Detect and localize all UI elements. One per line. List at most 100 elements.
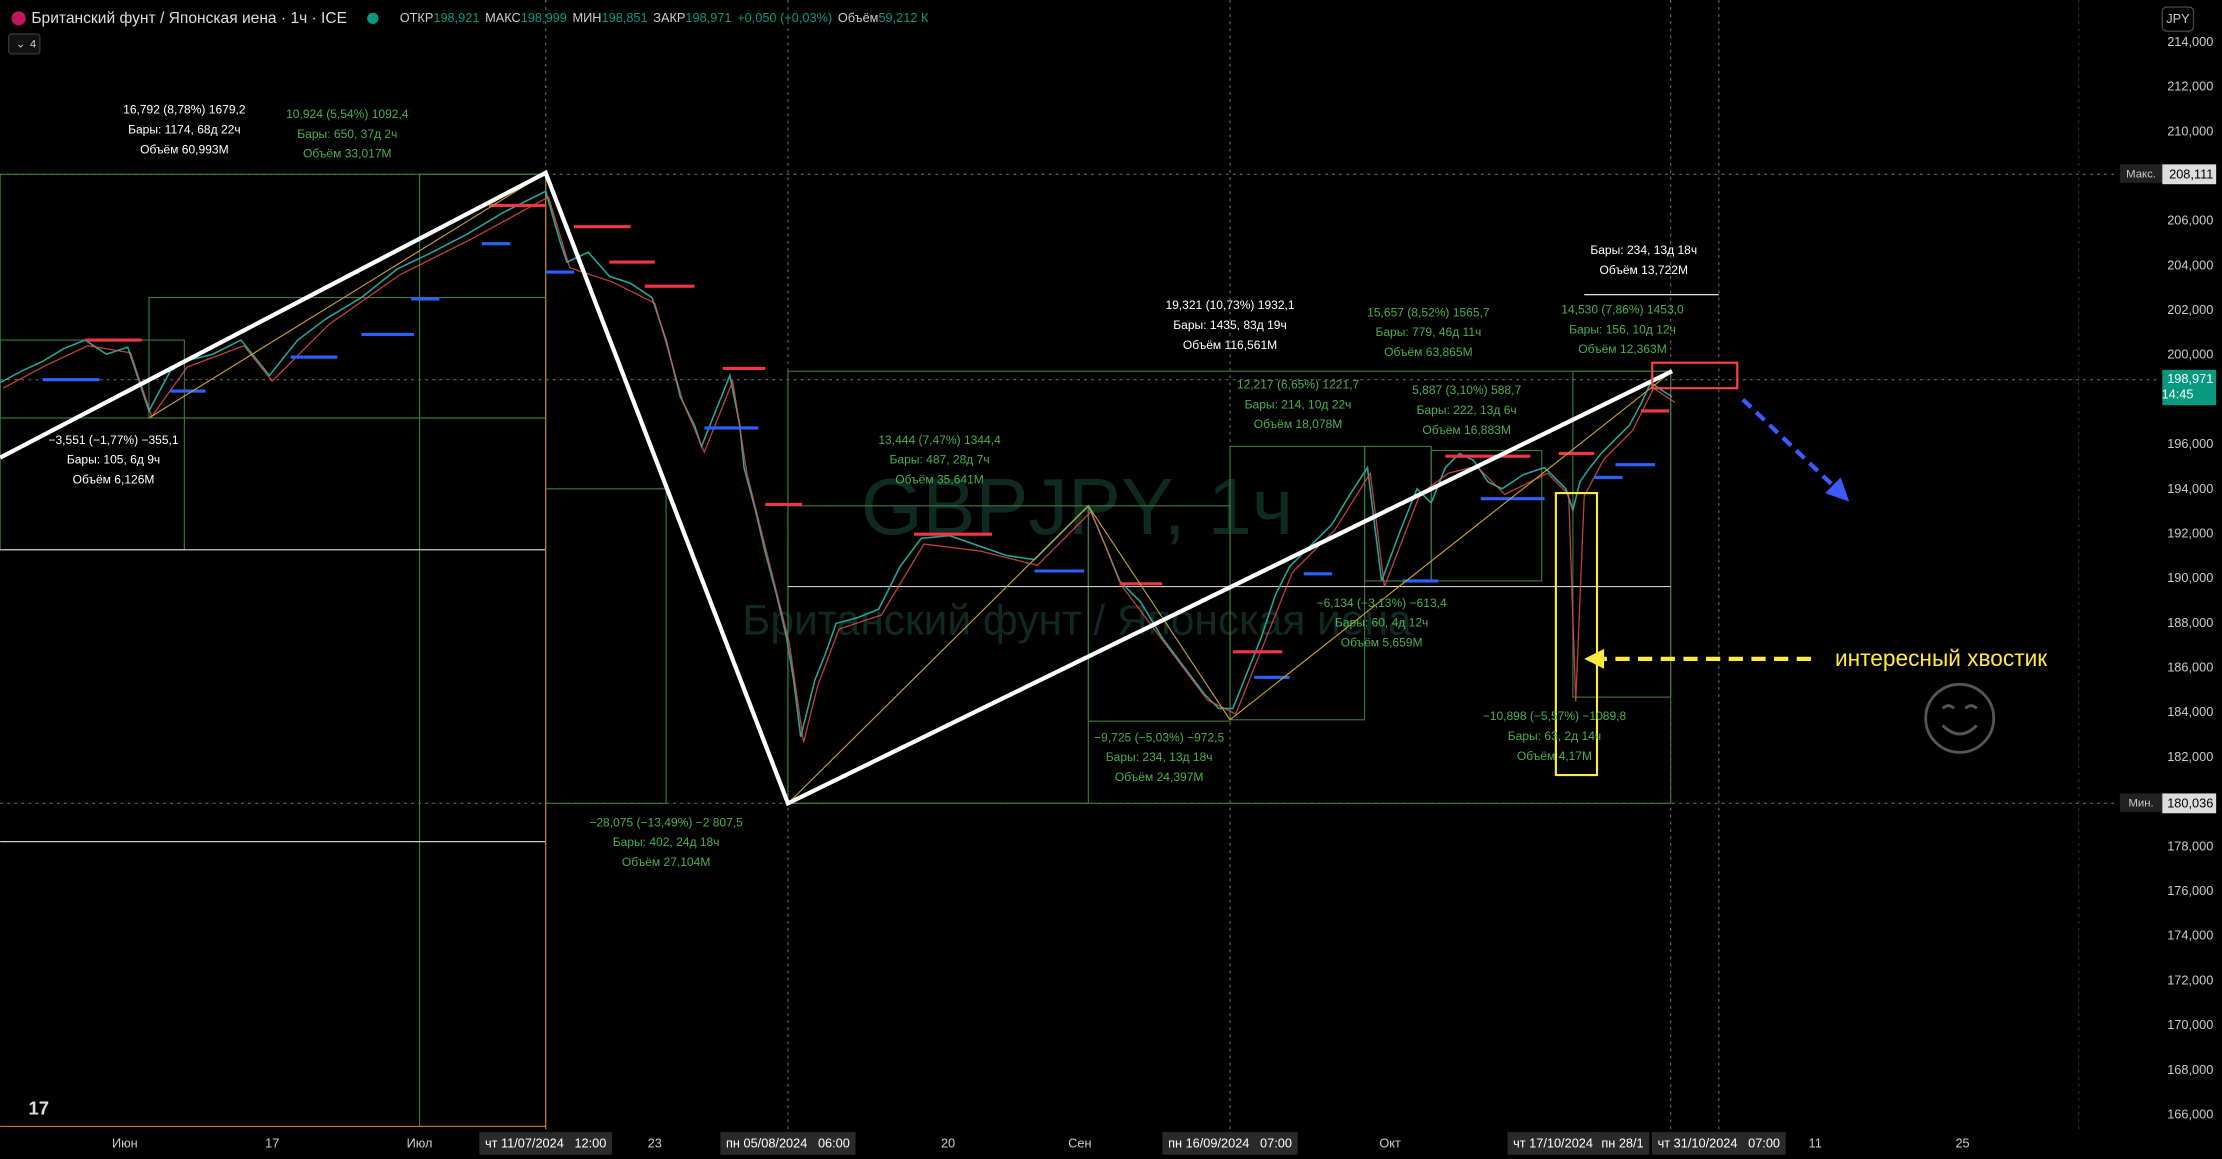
measure-text: Бары: 402, 24д 18ч bbox=[613, 835, 720, 849]
price-axis-labels: 214,000212,000210,000208,000206,000204,0… bbox=[2167, 34, 2213, 1122]
time-badge bbox=[1595, 1132, 1650, 1155]
measure-text: Бары: 105, 6д 9ч bbox=[67, 453, 160, 467]
zigzag bbox=[0, 169, 1674, 807]
range-box bbox=[1229, 445, 1366, 721]
forecast-arrow bbox=[1741, 398, 1838, 491]
price-tick-label: 192,000 bbox=[2167, 525, 2213, 540]
time-label: Сен bbox=[1068, 1135, 1091, 1150]
indicators-count[interactable]: 4 bbox=[30, 39, 36, 51]
price-tick-label: 212,000 bbox=[2167, 79, 2213, 94]
measure-text: Объём 18,078М bbox=[1254, 417, 1343, 431]
measure-text: Бары: 222, 13д 6ч bbox=[1417, 403, 1517, 417]
tail-box bbox=[1554, 492, 1599, 777]
price-badges: Макс. 208,111 Мин. 180,036 198,971 14:45 bbox=[2119, 164, 2217, 814]
drawings: интересный хвостик bbox=[0, 0, 2157, 1130]
volume-label: Объём bbox=[838, 11, 879, 26]
measure-text: Объём 24,397М bbox=[1115, 770, 1204, 784]
measure-text: 5,887 (3,10%) 588,7 bbox=[1412, 383, 1521, 397]
symbol[interactable]: Британский фунт / Японская иена · 1ч · I… bbox=[31, 10, 347, 27]
measure-text: −10,898 (−5,57%) −1089,8 bbox=[1483, 709, 1627, 723]
time-label: Июн bbox=[112, 1135, 138, 1150]
time-badge bbox=[720, 1132, 856, 1155]
measure-text: Бары: 1174, 68д 22ч bbox=[128, 123, 241, 137]
time-badge bbox=[479, 1132, 613, 1155]
market-status bbox=[367, 12, 379, 25]
measure-text: Объём 13,722М bbox=[1599, 263, 1687, 277]
time-label: чт 11/07/2024 12:00 bbox=[485, 1135, 606, 1150]
price-tick-label: 166,000 bbox=[2167, 1106, 2213, 1121]
ohlc-value: 198,851 bbox=[602, 11, 648, 26]
measure-text: −9,725 (−5,03%) −972,5 bbox=[1094, 730, 1224, 744]
symbol-icon bbox=[11, 11, 26, 26]
time-label: Июл bbox=[407, 1135, 433, 1150]
measure-text: −28,075 (−13,49%) −2 807,5 bbox=[589, 815, 743, 829]
time-label: чт 31/10/2024 07:00 bbox=[1658, 1135, 1780, 1150]
measure-text: Объём 5,659М bbox=[1341, 635, 1423, 649]
min-label: Мин. bbox=[2128, 797, 2153, 809]
max-label: Макс. bbox=[2126, 168, 2156, 180]
price-tick-label: 202,000 bbox=[2167, 302, 2213, 317]
measure-text: Объём 6,126М bbox=[73, 473, 155, 487]
ohlc-label: ОТКР bbox=[400, 11, 434, 26]
time-badge bbox=[1162, 1132, 1298, 1155]
price-tick-label: 190,000 bbox=[2167, 570, 2213, 585]
ohlc-label: ЗАКР bbox=[653, 11, 685, 26]
price-tick-label: 194,000 bbox=[2167, 481, 2213, 496]
time-axis-labels: Июн 17 Июл чт 11/07/2024 12:00 23 пн 05/08/20… bbox=[112, 1132, 1970, 1155]
time-label: 25 bbox=[1955, 1135, 1969, 1150]
measure-text: Бары: 234, 13д 18ч bbox=[1590, 243, 1697, 257]
annotation: интересный хвостик bbox=[1835, 645, 2048, 671]
trend-line bbox=[148, 172, 546, 419]
price-tick-label: 184,000 bbox=[2167, 704, 2213, 719]
currency[interactable]: JPY bbox=[2166, 11, 2190, 26]
change: +0,050 (+0,03%) bbox=[737, 11, 832, 26]
time-label: пн 05/08/2024 06:00 bbox=[726, 1135, 850, 1150]
measure-text: 13,444 (7,47%) 1344,4 bbox=[878, 433, 1001, 447]
min-value: 180,036 bbox=[2167, 795, 2213, 810]
ohlc-value: 198,971 bbox=[685, 11, 731, 26]
volume-value: 59,212 К bbox=[878, 11, 929, 26]
currency-button[interactable] bbox=[2161, 6, 2195, 32]
measure-text: Объём 116,561М bbox=[1183, 338, 1277, 352]
ohlc-value: 198,921 bbox=[433, 11, 479, 26]
ohlc: ОТКР198,921 МАКС198,999 МИН198,851 ЗАКР198,… bbox=[400, 11, 929, 26]
measure-text: Бары: 63, 2д 14ч bbox=[1508, 729, 1601, 743]
trend-line bbox=[1229, 370, 1673, 721]
measure-text: −6,134 (−3,13%) −613,4 bbox=[1317, 596, 1447, 610]
countdown: 14:45 bbox=[2162, 387, 2194, 402]
measure-text: 14,530 (7,86%) 1453,0 bbox=[1561, 302, 1684, 316]
price-tick-label: 214,000 bbox=[2167, 34, 2213, 49]
smiley bbox=[1924, 682, 1996, 754]
measure-text: Бары: 214, 10д 22ч bbox=[1245, 397, 1352, 411]
time-label: 11 bbox=[1809, 1135, 1822, 1150]
badge-bg bbox=[2119, 164, 2163, 183]
measure-text: 12,217 (6,65%) 1221,7 bbox=[1237, 378, 1360, 392]
header: Британский фунт / Японская иена · 1ч · I… bbox=[7, 10, 929, 55]
time-label: 23 bbox=[648, 1135, 662, 1150]
measure-text: Бары: 650, 37д 2ч bbox=[297, 127, 397, 141]
time-label: пн 28/1 bbox=[1601, 1135, 1643, 1150]
chevron[interactable]: ⌄ bbox=[16, 39, 26, 51]
highlight-box bbox=[1651, 361, 1739, 390]
time-badge bbox=[1651, 1132, 1786, 1155]
measure-text: 10,924 (5,54%) 1092,4 bbox=[286, 107, 409, 121]
time-axis bbox=[0, 1129, 2222, 1159]
price-tick-label: 206,000 bbox=[2167, 213, 2213, 228]
measure-text: Объём 12,363М bbox=[1578, 342, 1666, 356]
indicators-toggle[interactable] bbox=[7, 33, 41, 55]
max-value: 208,111 bbox=[2169, 166, 2213, 181]
trend-line bbox=[1087, 505, 1231, 721]
arrow-head bbox=[1825, 477, 1850, 502]
time-label: пн 16/09/2024 07:00 bbox=[1168, 1135, 1292, 1150]
trend-line bbox=[787, 505, 1089, 804]
ohlc-label: МАКС bbox=[485, 11, 521, 26]
time-label: чт 17/10/2024 bbox=[1513, 1135, 1593, 1150]
price-axis bbox=[2156, 0, 2222, 1159]
arrow-head bbox=[1584, 648, 1605, 669]
measure-text: 19,321 (10,73%) 1932,1 bbox=[1165, 298, 1294, 312]
price-tick-label: 170,000 bbox=[2167, 1017, 2213, 1032]
price-tick-label: 196,000 bbox=[2167, 436, 2213, 451]
measure-text: Бары: 779, 46д 11ч bbox=[1375, 325, 1481, 339]
